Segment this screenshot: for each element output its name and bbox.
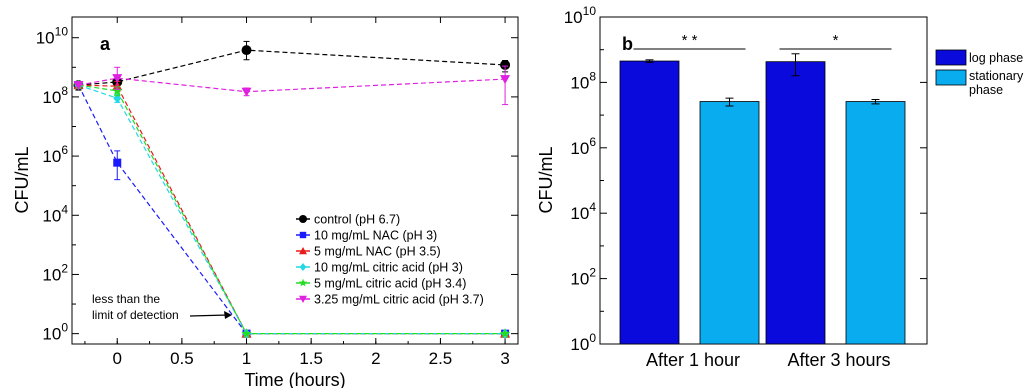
a-series-5 — [73, 65, 511, 106]
b-category-label: After 1 hour — [646, 350, 740, 370]
legend-a-label: 5 mg/mL NAC (pH 3.5) — [314, 245, 441, 259]
legend-a-label: control (pH 6.7) — [314, 213, 400, 227]
a-data-point — [113, 158, 122, 167]
a-series-layer — [73, 40, 511, 339]
a-series-line — [78, 84, 506, 335]
legend-b-label-stationary: stationary phase — [969, 69, 1024, 97]
annotation-line1: less than the — [92, 292, 160, 306]
a-y-tick-label: 102 — [42, 261, 68, 284]
legend-a-marker — [299, 215, 307, 223]
a-y-tick-label: 1010 — [36, 25, 69, 48]
a-x-tick-label: 2 — [371, 349, 380, 368]
a-data-point — [241, 87, 252, 97]
annotation-arrow-shaft — [189, 314, 229, 317]
a-axis-ticks: 0 0.5 1 1.5 2 2.5 3 100 102 104 106 108 1010 — [36, 17, 518, 368]
b-y-tick-label: 100 — [570, 331, 596, 354]
a-series-line — [77, 84, 506, 335]
a-data-point — [241, 328, 252, 339]
bar-1-1 — [845, 101, 906, 345]
b-y-tick-label: 106 — [570, 135, 596, 158]
significance-label: * * — [682, 32, 698, 49]
b-y-tick-label: 102 — [570, 266, 596, 289]
a-data-point — [500, 59, 511, 70]
legend-b-swatch-stationary — [935, 69, 967, 86]
plot-frame-a — [71, 16, 519, 345]
bar-1-0 — [699, 101, 760, 345]
b-y-tick-label: 1010 — [564, 4, 597, 27]
a-x-tick-label: 0 — [113, 349, 122, 368]
a-data-point — [112, 85, 123, 96]
a-y-tick-label: 106 — [42, 143, 68, 166]
a-series-line — [78, 77, 506, 93]
a-series-line — [78, 49, 506, 86]
a-x-tick-label: 3 — [500, 349, 509, 368]
a-data-point — [73, 81, 84, 91]
annotation-arrow-head — [224, 311, 232, 319]
legend-a-label: 10 mg/mL citric acid (pH 3) — [314, 261, 463, 275]
a-x-tick-label: 1.5 — [299, 349, 323, 368]
a-data-point — [112, 74, 123, 84]
a-series-line — [78, 84, 506, 335]
limit-annotation: less than the limit of detection — [92, 292, 232, 322]
a-x-tick-label: 1 — [242, 349, 251, 368]
a-y-tick-label: 100 — [42, 321, 68, 344]
a-y-tick-label: 108 — [42, 84, 68, 107]
a-x-tick-label: 2.5 — [429, 349, 453, 368]
bar-0-1 — [765, 61, 826, 345]
legend-a-marker — [298, 278, 308, 287]
legend-a: control (pH 6.7) 10 mg/mL NAC (pH 3) 5 mg/… — [296, 213, 484, 307]
b-y-tick-label: 108 — [570, 69, 596, 92]
annotation-line2: limit of detection — [92, 308, 179, 322]
x-axis-title-a: Time (hours) — [244, 370, 345, 388]
legend-a-marker — [299, 231, 307, 239]
a-x-tick-label: 0.5 — [170, 349, 194, 368]
legend-b-label-log: log phase — [969, 51, 1023, 65]
legend-a-label: 5 mg/mL citric acid (pH 3.4) — [314, 277, 466, 291]
significance-label: * — [833, 32, 839, 49]
a-series-0 — [73, 40, 511, 91]
b-y-tick-label: 104 — [570, 200, 596, 223]
legend-a-label: 3.25 mg/mL citric acid (pH 3.7) — [314, 293, 484, 307]
b-axis-ticks: 100 102 104 106 108 1010 — [564, 4, 927, 354]
legend-a-marker — [299, 263, 307, 271]
legend-b: log phase stationary phase — [935, 49, 1024, 97]
legend-a-label: 10 mg/mL NAC (pH 3) — [314, 229, 437, 243]
a-data-point — [500, 75, 511, 85]
b-bars-layer: After 1 hour * * After 3 hours * — [619, 32, 906, 370]
legend-b-swatch-log — [935, 49, 967, 66]
y-axis-title-b: CFU/mL — [536, 147, 556, 214]
bar-0-0 — [619, 60, 680, 345]
legend-a-marker — [299, 295, 307, 303]
panel-a-line-chart: 0 0.5 1 1.5 2 2.5 3 100 102 104 106 108 1010 a Time … — [12, 16, 519, 388]
a-data-point — [499, 328, 511, 339]
a-y-tick-label: 104 — [42, 202, 68, 225]
a-data-point — [241, 45, 252, 56]
legend-a-marker — [299, 247, 307, 255]
y-axis-title-a: CFU/mL — [12, 147, 32, 214]
panel-label-b: b — [622, 34, 633, 54]
b-category-label: After 3 hours — [787, 350, 890, 370]
panel-label-a: a — [100, 34, 111, 54]
a-series-line — [78, 84, 506, 335]
